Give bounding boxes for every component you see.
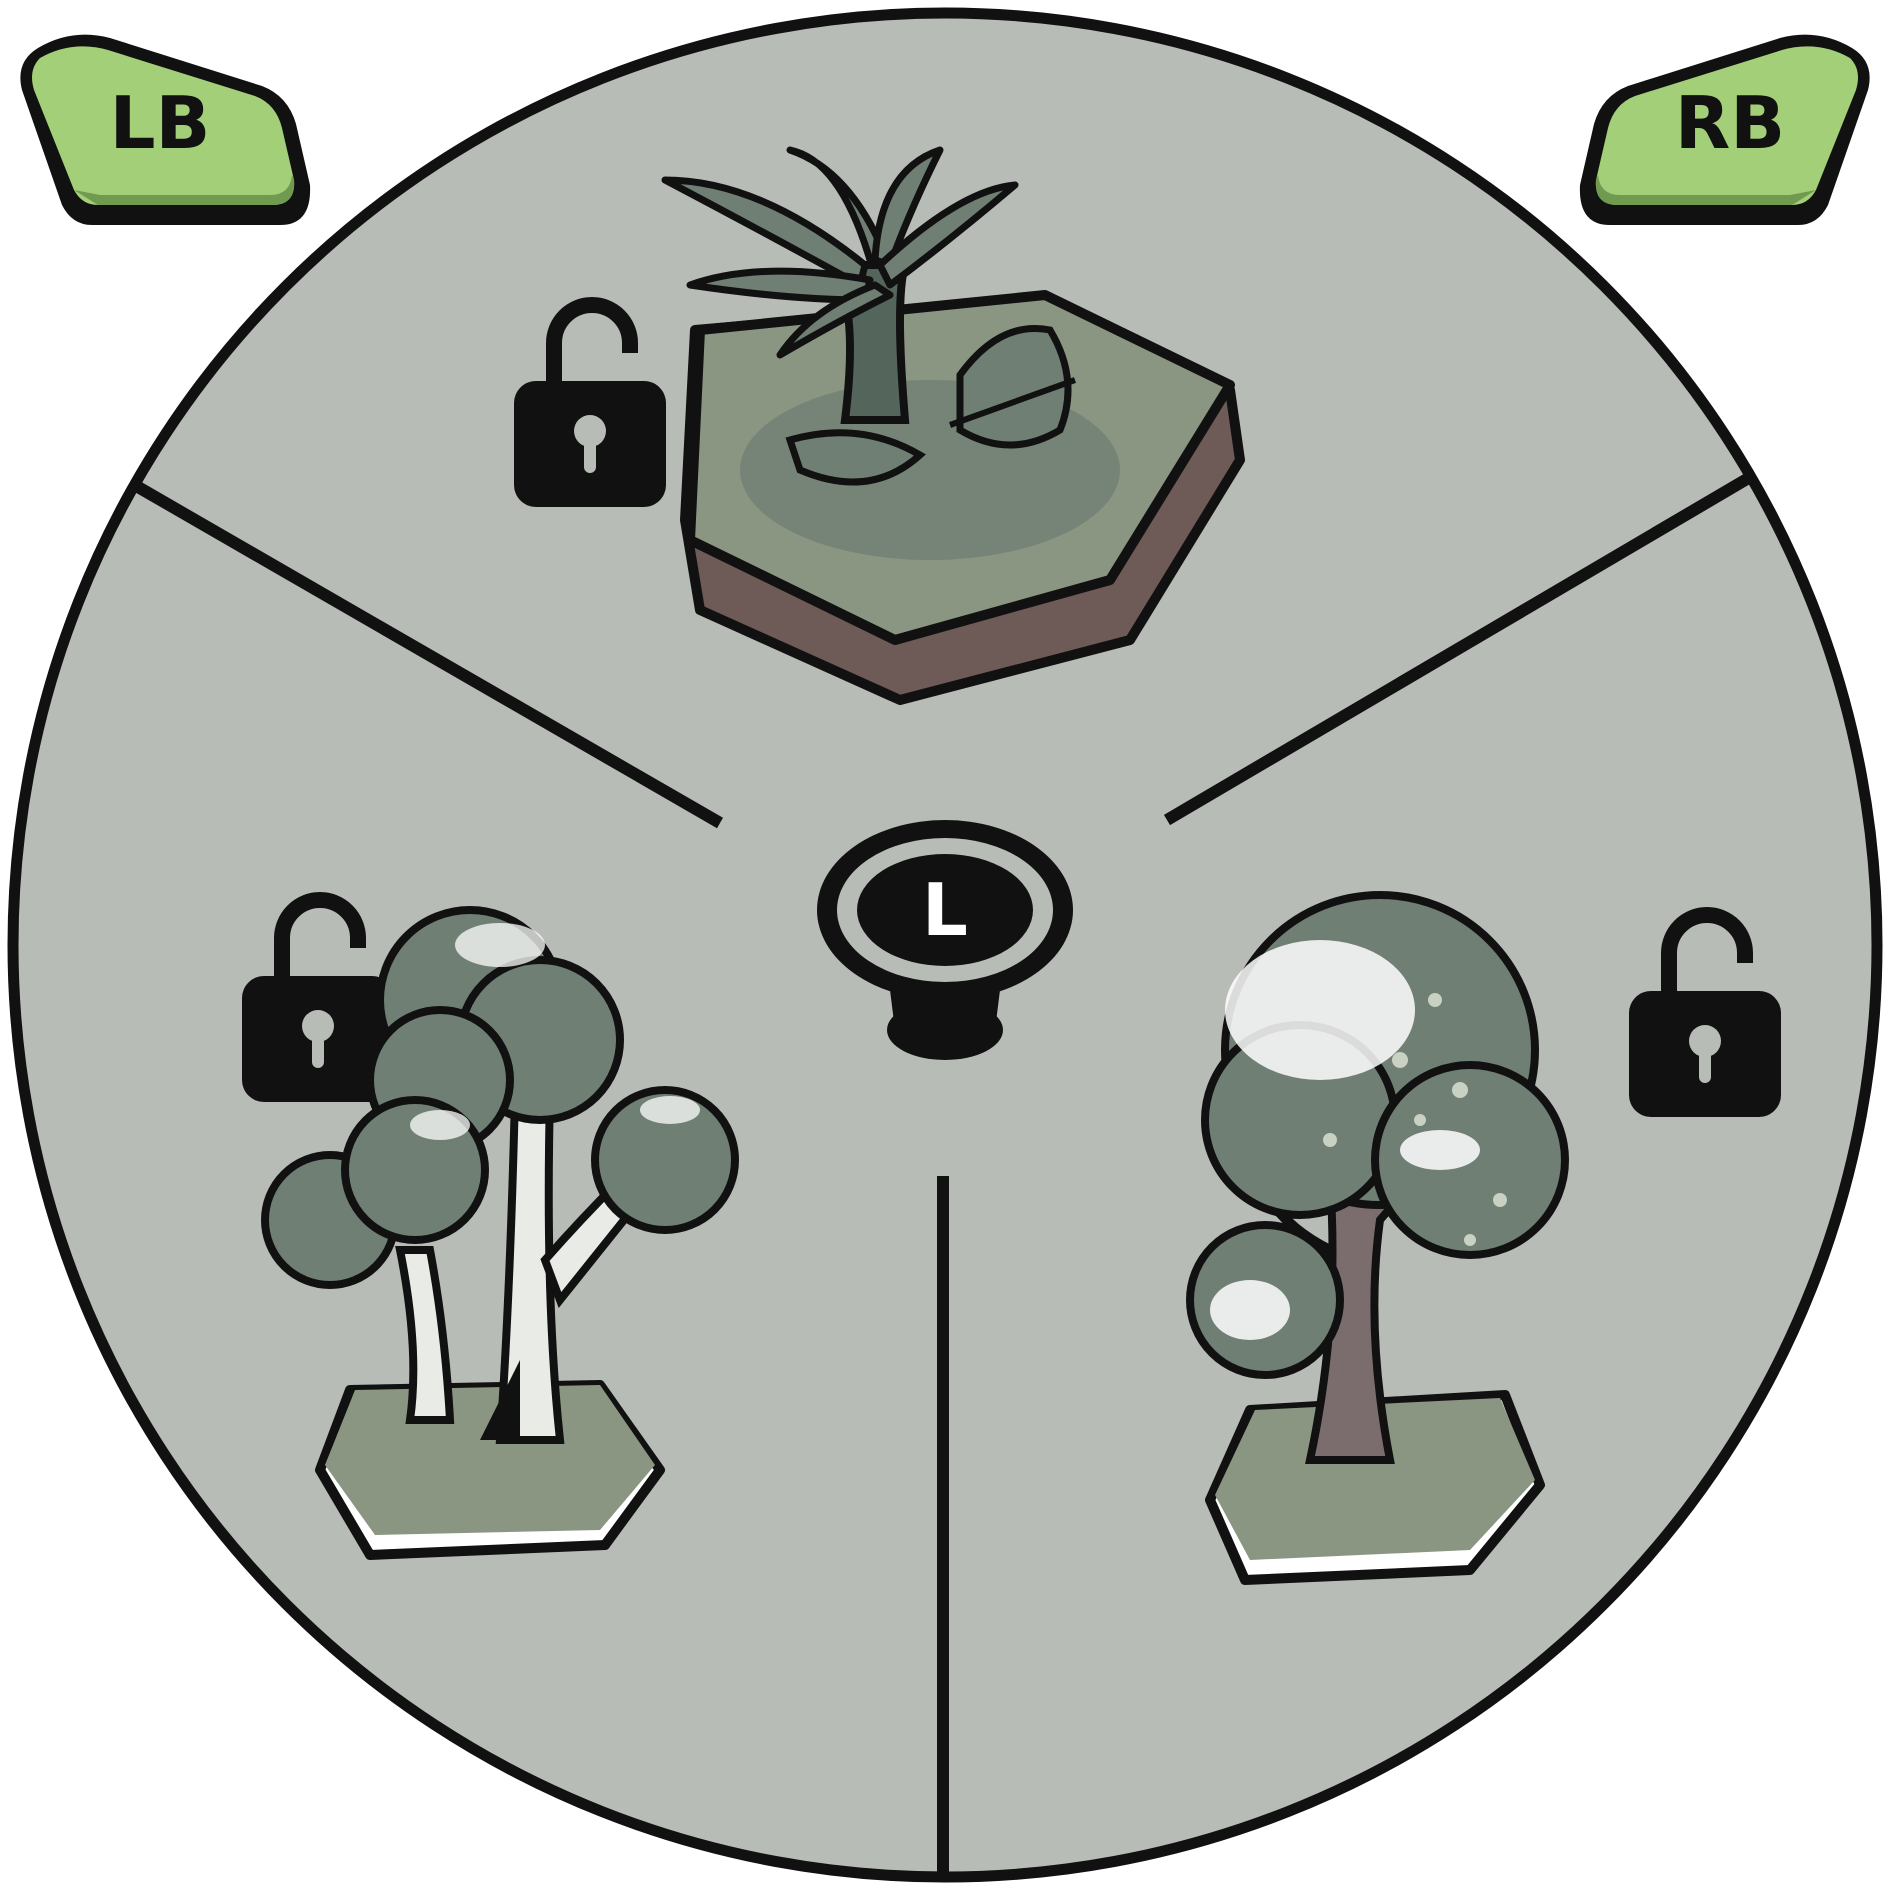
- wheel-segment-left[interactable]: [242, 900, 739, 1560]
- wheel-segment-right[interactable]: [1186, 891, 1781, 1585]
- lb-bumper-button[interactable]: LB: [20, 34, 311, 226]
- tree-grove-hex-tile-icon: [261, 906, 739, 1560]
- palm-fern-hex-tile-icon: [661, 146, 1245, 705]
- wheel-segment-top[interactable]: [514, 146, 1245, 705]
- rb-label: RB: [1675, 81, 1785, 165]
- wheel-dividers: [135, 470, 1756, 1880]
- stick-label: L: [922, 868, 968, 952]
- rb-bumper-button[interactable]: RB: [1579, 34, 1870, 226]
- left-stick-icon[interactable]: L: [817, 820, 1073, 1060]
- lb-label: LB: [110, 81, 211, 165]
- oak-tree-hex-tile-icon: [1186, 891, 1569, 1585]
